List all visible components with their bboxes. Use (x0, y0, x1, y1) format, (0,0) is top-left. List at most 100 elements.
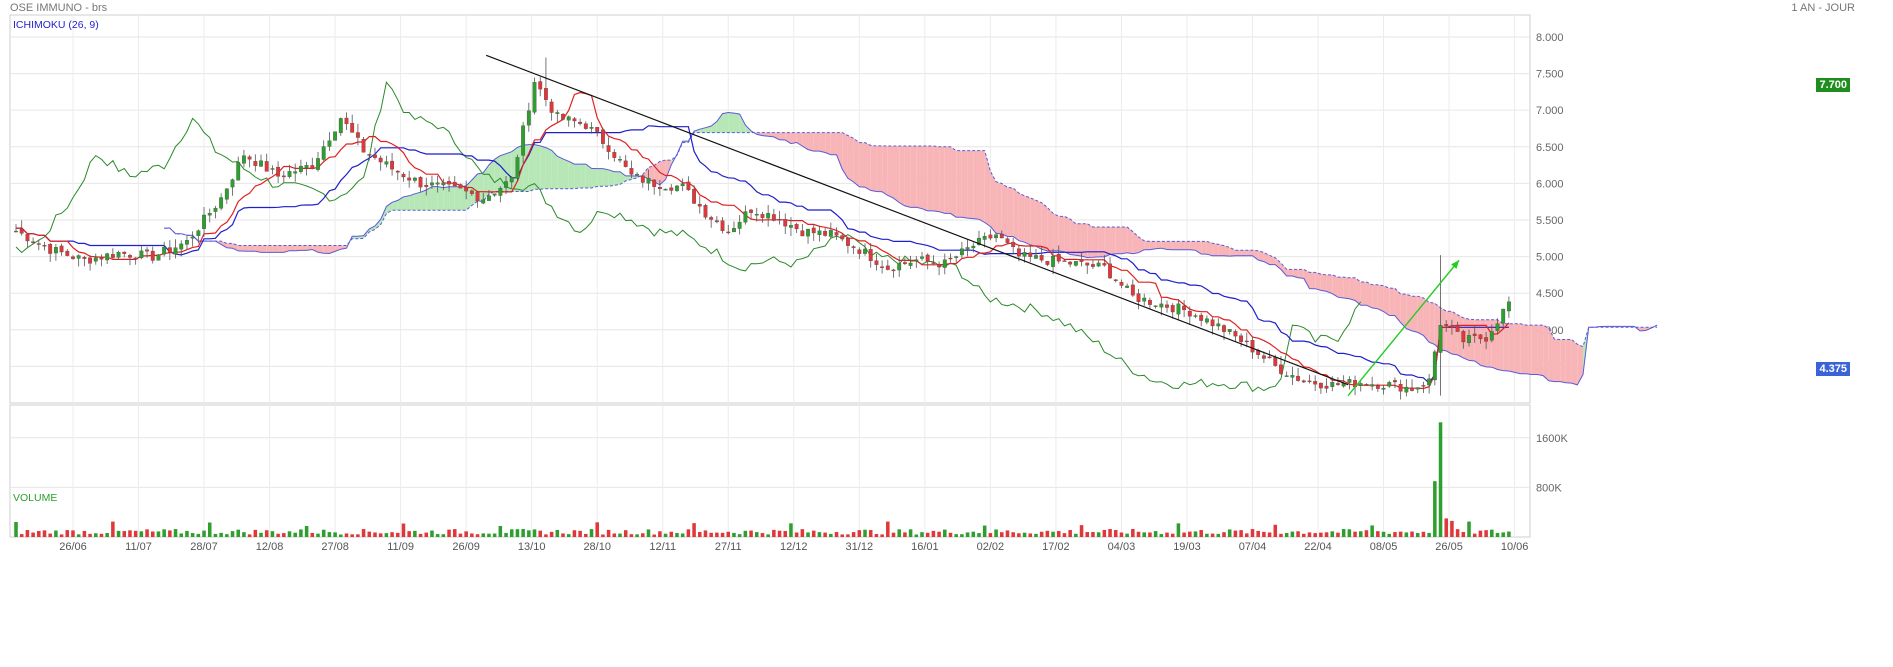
cloud-segment (1463, 317, 1470, 361)
candle (794, 224, 799, 230)
volume-bar (977, 533, 981, 537)
volume-bar (213, 533, 218, 537)
volume-bar (14, 521, 18, 537)
volume-bar (327, 532, 332, 537)
candle (766, 213, 771, 219)
volume-bar (168, 530, 172, 537)
cloud-segment (1064, 216, 1071, 255)
period-label[interactable]: 1 AN - JOUR (1791, 2, 1855, 14)
cloud-segment (1423, 298, 1430, 343)
cloud-segment (1280, 263, 1287, 277)
volume-bar (179, 533, 184, 537)
cloud-segment (1263, 252, 1270, 265)
volume-bar (1455, 529, 1460, 537)
volume-bar (1056, 531, 1061, 537)
volume-label: VOLUME (13, 492, 58, 504)
volume-bar (264, 530, 269, 537)
volume-bar (481, 533, 486, 537)
volume-bar (373, 532, 377, 537)
candle (937, 263, 942, 268)
volume-bar (1222, 532, 1226, 537)
x-tick-label: 07/04 (1239, 541, 1267, 553)
candle (1261, 355, 1266, 359)
cloud-segment (1092, 227, 1099, 258)
volume-bar (1353, 531, 1357, 537)
candle (19, 228, 24, 234)
volume-bar (99, 533, 104, 537)
cloud-segment (739, 114, 746, 133)
cloud-segment (1070, 219, 1076, 256)
x-tick-label: 12/11 (649, 541, 676, 553)
candle (202, 214, 206, 229)
candle (982, 236, 987, 240)
volume-bar (1438, 422, 1443, 537)
cloud-segment (602, 168, 609, 187)
candle (675, 185, 679, 191)
candle (703, 205, 708, 218)
cloud-segment (1366, 281, 1373, 308)
candle (441, 182, 446, 186)
cloud-segment (563, 158, 569, 189)
candle (1358, 383, 1363, 386)
cloud-segment (306, 245, 313, 251)
candle (1455, 326, 1460, 332)
volume-bar (1495, 532, 1500, 537)
volume-bar (863, 529, 867, 537)
cloud-segment (1229, 247, 1236, 257)
volume-tick-label: 800K (1536, 482, 1562, 494)
volume-tick-label: 1600K (1536, 433, 1568, 445)
cloud-segment (1480, 319, 1487, 367)
candle (902, 262, 907, 264)
volume-bar (692, 523, 696, 537)
volume-bar (954, 534, 958, 537)
candle (230, 179, 235, 188)
cloud-segment (597, 168, 603, 187)
cloud-segment (528, 144, 535, 192)
volume-bars (14, 422, 1511, 537)
cloud-segment (454, 186, 461, 211)
price-tick-label: 6.500 (1536, 142, 1564, 154)
volume-bar (150, 531, 155, 537)
cloud-segment (460, 185, 467, 211)
candle (122, 251, 127, 254)
candle (1034, 255, 1038, 259)
volume-bar (834, 532, 839, 537)
cloud-segment (1018, 193, 1025, 243)
cloud-segment (847, 135, 854, 183)
candle (128, 255, 132, 258)
candle (971, 245, 976, 249)
candle (452, 181, 457, 187)
candle (481, 199, 486, 204)
candle (515, 157, 520, 179)
cloud-segment (295, 245, 301, 251)
candle (783, 219, 788, 227)
volume-bar (737, 534, 742, 537)
cloud-segment (431, 186, 438, 211)
volume-bar (595, 522, 599, 537)
x-tick-label: 12/08 (256, 541, 284, 553)
candle (891, 269, 896, 272)
candle (623, 160, 628, 167)
cloud-segment (1013, 188, 1019, 241)
volume-bar (1450, 520, 1454, 537)
x-tick-label: 04/03 (1108, 541, 1136, 553)
candle (851, 246, 856, 248)
volume-bar (1193, 531, 1198, 537)
volume-bar (1284, 532, 1289, 537)
volume-bar (1102, 529, 1107, 537)
candle (196, 230, 201, 236)
volume-bar (1210, 533, 1215, 537)
cloud-segment (369, 225, 375, 232)
candle (1204, 318, 1209, 323)
volume-bar (908, 529, 913, 537)
candle (1387, 382, 1392, 387)
cloud-segment (1349, 277, 1356, 301)
cloud-segment (591, 168, 598, 188)
x-tick-label: 12/12 (780, 541, 808, 553)
candle (954, 256, 959, 258)
candle (555, 112, 560, 114)
candle (612, 152, 617, 158)
volume-bar (173, 529, 178, 537)
cloud-segment (1047, 207, 1054, 251)
